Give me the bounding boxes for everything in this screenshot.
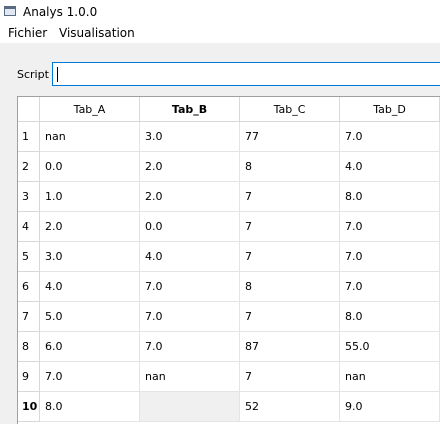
table-cell[interactable]: 6.0 <box>40 332 140 362</box>
title-bar: Analys 1.0.0 <box>0 0 440 24</box>
row-header[interactable]: 6 <box>18 272 40 302</box>
table-corner-button[interactable] <box>18 97 40 122</box>
table-cell[interactable]: 7.0 <box>340 242 440 272</box>
table-cell[interactable]: 7.0 <box>340 122 440 152</box>
table-cell[interactable]: 9.0 <box>340 392 440 422</box>
row-header[interactable]: 5 <box>18 242 40 272</box>
column-header-tab-a[interactable]: Tab_A <box>40 97 140 122</box>
table-cell[interactable]: 7 <box>240 212 340 242</box>
table-cell[interactable]: 7.0 <box>140 302 240 332</box>
text-caret <box>57 67 58 82</box>
table-cell[interactable]: 55.0 <box>340 332 440 362</box>
column-header-tab-b[interactable]: Tab_B <box>140 97 240 122</box>
table-cell[interactable]: 7.0 <box>340 212 440 242</box>
row-header[interactable]: 1 <box>18 122 40 152</box>
table-cell[interactable]: 0.0 <box>140 212 240 242</box>
table-cell[interactable]: 7 <box>240 182 340 212</box>
menu-visualisation[interactable]: Visualisation <box>59 26 135 40</box>
table-cell[interactable]: 8.0 <box>340 182 440 212</box>
table-cell[interactable]: 77 <box>240 122 340 152</box>
script-input[interactable] <box>52 62 440 86</box>
script-label: Script <box>17 68 49 81</box>
table-cell[interactable]: 7.0 <box>140 332 240 362</box>
table-cell[interactable]: 7.0 <box>340 272 440 302</box>
table-cell[interactable]: 8.0 <box>40 392 140 422</box>
menu-fichier[interactable]: Fichier <box>8 26 48 40</box>
table-cell[interactable]: 8 <box>240 272 340 302</box>
table-cell[interactable]: 2.0 <box>40 212 140 242</box>
table-cell[interactable]: 1.0 <box>40 182 140 212</box>
table-cell[interactable]: 4.0 <box>340 152 440 182</box>
table-cell[interactable]: 7.0 <box>140 272 240 302</box>
table-cell[interactable]: 0.0 <box>40 152 140 182</box>
table-cell[interactable]: 4.0 <box>140 242 240 272</box>
table-cell[interactable]: 5.0 <box>40 302 140 332</box>
table-cell[interactable]: nan <box>40 122 140 152</box>
table-cell[interactable]: 4.0 <box>40 272 140 302</box>
table-cell[interactable]: 2.0 <box>140 182 240 212</box>
table-cell[interactable]: 3.0 <box>40 242 140 272</box>
table-cell[interactable]: 87 <box>240 332 340 362</box>
column-header-tab-c[interactable]: Tab_C <box>240 97 340 122</box>
row-header[interactable]: 8 <box>18 332 40 362</box>
table-cell[interactable]: 7 <box>240 302 340 332</box>
table-cell[interactable]: nan <box>140 362 240 392</box>
row-header[interactable]: 7 <box>18 302 40 332</box>
table-cell[interactable]: 2.0 <box>140 152 240 182</box>
row-header[interactable]: 10 <box>18 392 40 422</box>
table-cell[interactable]: 7 <box>240 362 340 392</box>
row-header[interactable]: 2 <box>18 152 40 182</box>
table-cell[interactable]: nan <box>340 362 440 392</box>
table-cell[interactable]: 8.0 <box>340 302 440 332</box>
menu-bar: Fichier Visualisation <box>0 24 440 43</box>
row-header[interactable]: 9 <box>18 362 40 392</box>
table-cell[interactable]: 3.0 <box>140 122 240 152</box>
table-cell[interactable]: 8 <box>240 152 340 182</box>
table-cell[interactable]: 7.0 <box>40 362 140 392</box>
table-cell[interactable] <box>140 392 240 422</box>
window-title: Analys 1.0.0 <box>23 5 98 19</box>
table-cell[interactable]: 7 <box>240 242 340 272</box>
row-header[interactable]: 4 <box>18 212 40 242</box>
table-cell[interactable]: 52 <box>240 392 340 422</box>
window-app-icon <box>4 6 16 16</box>
row-header[interactable]: 3 <box>18 182 40 212</box>
column-header-tab-d[interactable]: Tab_D <box>340 97 440 122</box>
